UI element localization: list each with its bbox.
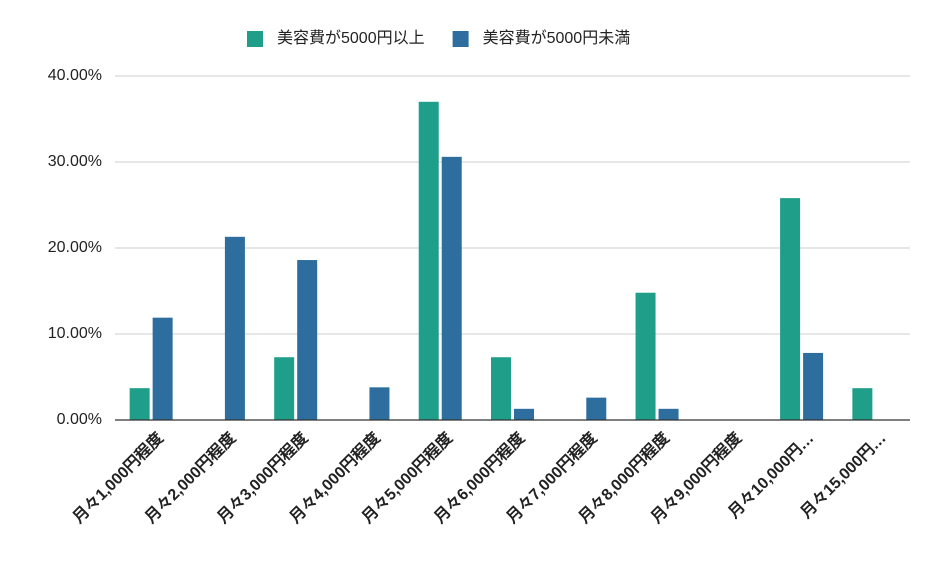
bar <box>780 198 801 420</box>
y-tick-label: 10.00% <box>48 325 102 342</box>
legend-label: 美容費が5000円未満 <box>483 29 631 47</box>
bar <box>418 101 439 421</box>
bar <box>369 387 390 420</box>
y-tick-label: 40.00% <box>48 67 102 84</box>
bar <box>152 317 173 420</box>
bar <box>297 260 318 420</box>
legend: 美容費が5000円以上 美容費が5000円未満 <box>247 29 630 47</box>
legend-label: 美容費が5000円以上 <box>277 29 425 47</box>
bar <box>274 357 295 420</box>
bar <box>514 408 534 420</box>
bar <box>129 388 150 420</box>
bar <box>658 408 679 420</box>
y-tick-label: 30.00% <box>48 153 102 170</box>
bar <box>635 292 656 420</box>
bar <box>441 156 462 420</box>
legend-swatch <box>452 31 469 47</box>
legend-swatch <box>247 31 263 47</box>
y-tick-label: 20.00% <box>48 239 102 256</box>
bar <box>803 352 824 420</box>
y-tick-label: 0.00% <box>57 411 102 428</box>
bar <box>852 388 873 420</box>
bar <box>491 357 511 420</box>
bar <box>586 397 607 420</box>
bar <box>224 236 245 420</box>
